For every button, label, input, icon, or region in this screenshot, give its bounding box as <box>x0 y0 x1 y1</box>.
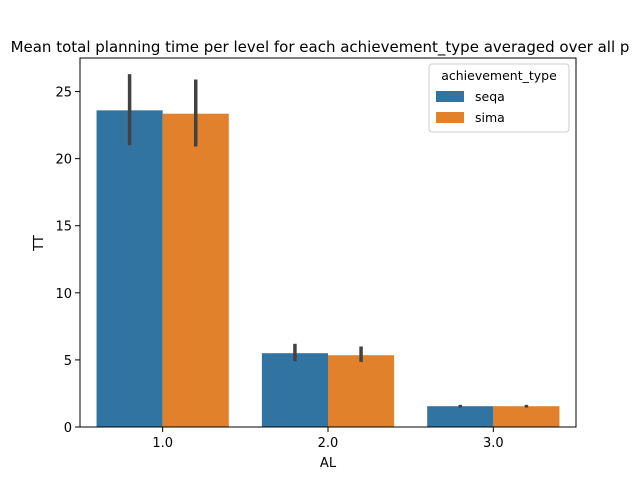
y-tick-label: 25 <box>55 86 72 101</box>
x-axis-ticks: 1.0 2.0 3.0 <box>152 427 504 451</box>
y-tick-label: 10 <box>55 287 72 302</box>
bars-layer <box>96 110 560 428</box>
x-tick-label: 1.0 <box>152 436 173 451</box>
y-tick-label: 20 <box>55 153 72 168</box>
y-tick-label: 5 <box>64 354 72 369</box>
y-tick-label: 0 <box>64 421 72 436</box>
error-bars-layer <box>127 74 529 408</box>
bar-seqa-1.0 <box>96 110 163 428</box>
bar-sima-1.0 <box>162 113 229 427</box>
x-axis-label: AL <box>320 456 337 471</box>
x-tick-label: 3.0 <box>483 436 504 451</box>
bar-sima-2.0 <box>328 355 395 427</box>
legend-swatch-seqa <box>436 91 464 102</box>
bar-seqa-2.0 <box>261 353 328 427</box>
y-axis-ticks: 0 5 10 15 20 25 <box>55 86 80 436</box>
legend: achievement_type seqa sima <box>428 63 570 133</box>
bar-seqa-3.0 <box>427 406 494 427</box>
legend-label-seqa: seqa <box>475 89 505 104</box>
y-axis-label: TT <box>32 235 47 252</box>
bar-sima-3.0 <box>493 406 560 427</box>
legend-label-sima: sima <box>475 110 505 125</box>
legend-title: achievement_type <box>441 68 557 83</box>
x-tick-label: 2.0 <box>318 436 339 451</box>
chart-title: Mean total planning time per level for e… <box>11 38 630 57</box>
legend-items: seqa sima <box>436 89 505 125</box>
legend-swatch-sima <box>436 112 464 123</box>
y-tick-label: 15 <box>55 220 72 235</box>
